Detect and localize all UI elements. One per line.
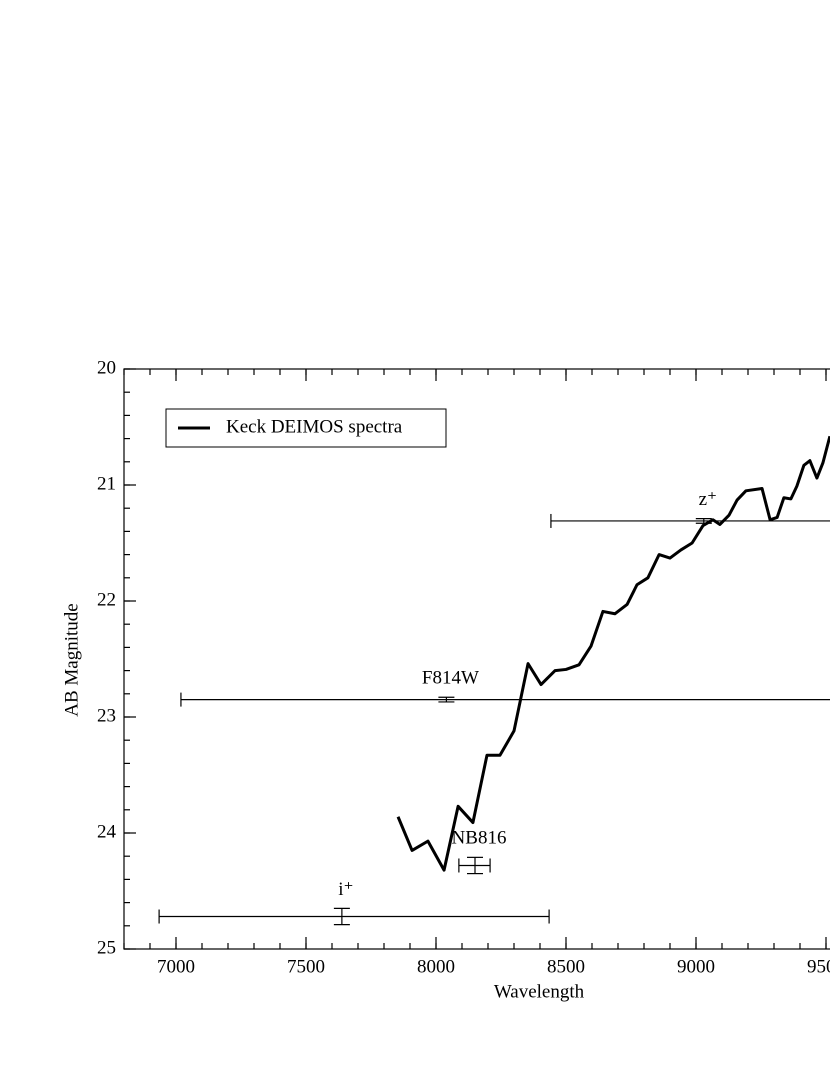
x-tick-label: 7000 <box>157 956 195 977</box>
legend-box <box>165 408 447 448</box>
y-tick-label: 21 <box>97 473 116 494</box>
x-tick-label: 9000 <box>677 956 715 977</box>
y-tick-label: 23 <box>97 705 116 726</box>
plot-frame <box>123 368 830 950</box>
y-tick-label: 20 <box>97 357 116 378</box>
x-tick-label: 9500 <box>807 956 830 977</box>
x-tick-label: 8000 <box>417 956 455 977</box>
y-tick-label: 25 <box>97 937 116 958</box>
y-tick-label: 22 <box>97 589 116 610</box>
point-label: F814W <box>422 668 479 689</box>
y-axis-label: AB Magnitude <box>61 603 82 716</box>
y-tick-label: 24 <box>97 821 117 842</box>
point-label: i⁺ <box>338 879 353 900</box>
x-tick-label: 7500 <box>287 956 325 977</box>
x-tick-label: 8500 <box>547 956 585 977</box>
point-label: NB816 <box>452 828 507 849</box>
x-axis-label: Wavelength <box>494 981 585 1002</box>
legend-label: Keck DEIMOS spectra <box>226 416 403 437</box>
spectrum-line <box>396 435 830 872</box>
point-label: z⁺ <box>699 489 717 510</box>
